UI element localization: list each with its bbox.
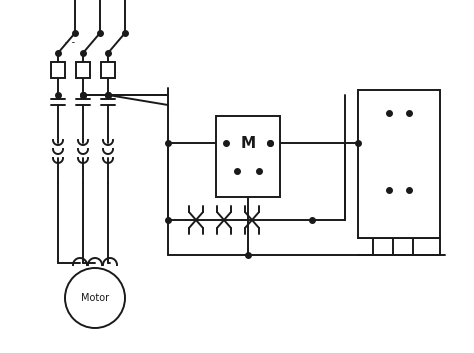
Bar [358,90,440,238]
Bar [76,62,90,78]
Text: Motor: Motor [81,293,109,303]
Bar [216,116,280,197]
Bar [101,62,115,78]
Text: M: M [240,136,255,150]
Text: - -: - - [65,37,75,47]
Bar [51,62,65,78]
